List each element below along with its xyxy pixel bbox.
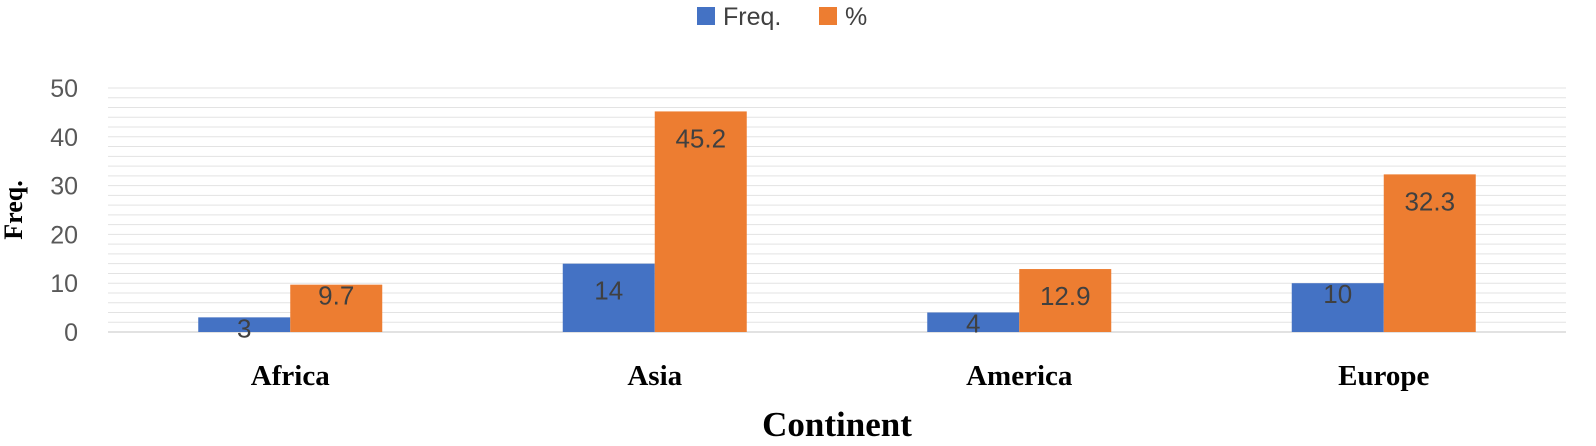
y-tick-label: 20	[50, 221, 78, 249]
data-label: 10	[1323, 279, 1352, 309]
legend: Freq.%	[697, 3, 867, 31]
legend-swatch	[819, 7, 837, 25]
data-label: 32.3	[1404, 186, 1455, 216]
legend-label: Freq.	[723, 3, 781, 31]
bars	[198, 111, 1476, 332]
y-tick-label: 40	[50, 124, 78, 152]
data-label: 14	[594, 276, 623, 306]
bar	[927, 312, 1020, 332]
y-tick-label: 10	[50, 270, 78, 298]
category-label: Asia	[627, 360, 682, 392]
category-label: Europe	[1338, 360, 1429, 392]
category-label: America	[966, 360, 1073, 392]
y-tick-label: 0	[64, 319, 78, 347]
legend-swatch	[697, 7, 715, 25]
bar	[290, 284, 383, 332]
bar	[198, 317, 291, 332]
bar	[1383, 174, 1476, 332]
x-axis-title: Continent	[762, 405, 912, 444]
y-axis-title: Freq.	[0, 180, 28, 239]
data-label: 45.2	[675, 123, 726, 153]
bar	[562, 263, 655, 332]
bar	[1019, 269, 1112, 332]
y-tick-label: 30	[50, 173, 78, 201]
data-label: 4	[966, 308, 980, 338]
bar	[654, 111, 747, 332]
data-labels: 3 9.7 14 45.2 4 12.9 10 32.3	[237, 123, 1455, 343]
data-label: 12.9	[1040, 281, 1091, 311]
legend-label: %	[845, 3, 867, 31]
y-tick-label: 50	[50, 75, 78, 103]
bar	[1291, 283, 1384, 332]
data-label: 9.7	[318, 281, 354, 311]
x-axis-ticks: Africa Asia America Europe	[251, 360, 1430, 392]
data-label: 3	[237, 313, 251, 343]
gridlines	[108, 87, 1566, 333]
y-axis-ticks: 0 10 20 30 40 50	[50, 75, 78, 347]
category-label: Africa	[251, 360, 330, 392]
